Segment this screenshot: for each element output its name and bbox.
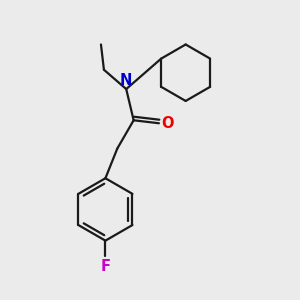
Text: F: F [100,259,110,274]
Text: O: O [161,116,174,131]
Text: N: N [120,73,132,88]
